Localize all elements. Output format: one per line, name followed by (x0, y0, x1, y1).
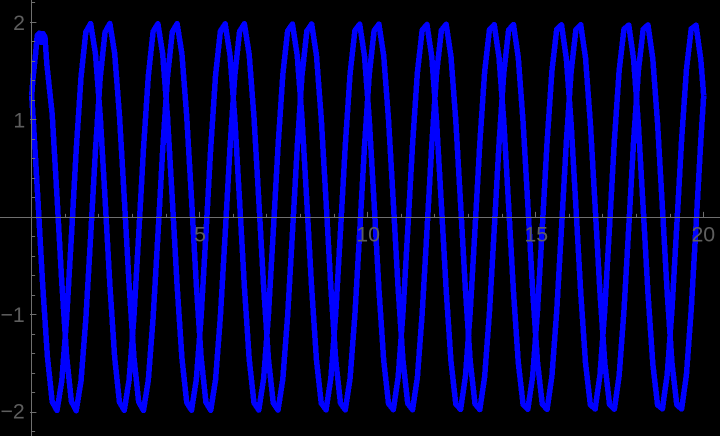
svg-text:5: 5 (194, 223, 206, 247)
svg-text:15: 15 (524, 223, 548, 247)
svg-text:2: 2 (13, 11, 25, 35)
svg-text:1: 1 (13, 108, 25, 132)
svg-text:−1: −1 (1, 303, 25, 327)
svg-text:20: 20 (691, 223, 715, 247)
svg-text:10: 10 (356, 223, 380, 247)
svg-text:−2: −2 (1, 400, 25, 424)
